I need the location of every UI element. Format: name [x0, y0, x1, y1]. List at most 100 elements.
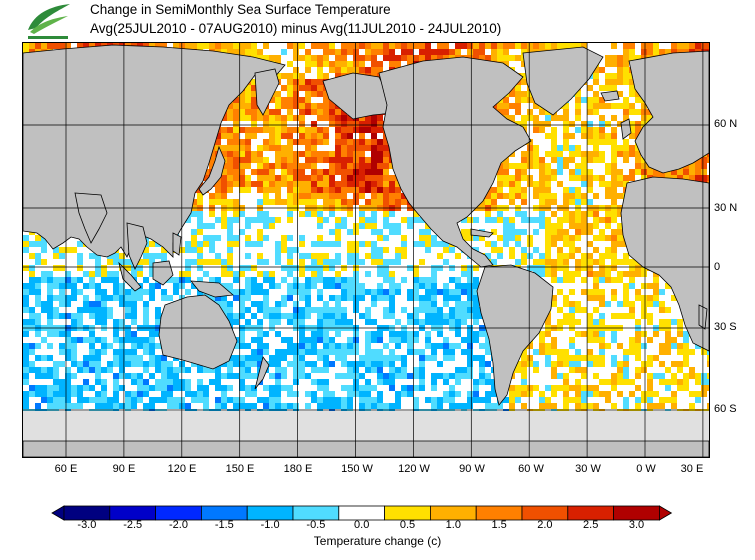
anomaly-cell: [257, 175, 263, 181]
anomaly-cell: [587, 295, 593, 301]
anomaly-cell: [581, 397, 587, 403]
anomaly-cell: [359, 355, 365, 361]
anomaly-cell: [605, 193, 611, 199]
anomaly-cell: [299, 79, 305, 85]
anomaly-cell: [437, 253, 443, 259]
anomaly-cell: [263, 277, 269, 283]
anomaly-cell: [263, 223, 269, 229]
anomaly-cell: [431, 403, 437, 409]
anomaly-cell: [35, 235, 41, 241]
anomaly-cell: [581, 181, 587, 187]
anomaly-cell: [383, 373, 389, 379]
anomaly-cell: [515, 103, 521, 109]
anomaly-cell: [131, 289, 137, 295]
anomaly-cell: [341, 121, 347, 127]
anomaly-cell: [563, 127, 569, 133]
anomaly-cell: [545, 271, 551, 277]
anomaly-cell: [245, 43, 251, 49]
anomaly-cell: [23, 247, 29, 253]
anomaly-cell: [587, 349, 593, 355]
anomaly-cell: [317, 271, 323, 277]
anomaly-cell: [311, 169, 317, 175]
anomaly-cell: [461, 403, 467, 409]
anomaly-cell: [299, 313, 305, 319]
anomaly-cell: [287, 349, 293, 355]
anomaly-cell: [107, 271, 113, 277]
anomaly-cell: [107, 253, 113, 259]
anomaly-cell: [71, 277, 77, 283]
anomaly-cell: [341, 223, 347, 229]
anomaly-cell: [701, 385, 707, 391]
anomaly-cell: [293, 103, 299, 109]
anomaly-cell: [311, 157, 317, 163]
anomaly-cell: [707, 175, 709, 181]
anomaly-cell: [683, 385, 689, 391]
anomaly-cell: [263, 163, 269, 169]
anomaly-cell: [227, 313, 233, 319]
anomaly-cell: [437, 403, 443, 409]
anomaly-cell: [233, 157, 239, 163]
anomaly-cell: [251, 127, 257, 133]
anomaly-cell: [521, 385, 527, 391]
anomaly-cell: [647, 397, 653, 403]
anomaly-cell: [269, 319, 275, 325]
anomaly-cell: [257, 145, 263, 151]
anomaly-cell: [389, 289, 395, 295]
anomaly-cell: [587, 223, 593, 229]
anomaly-cell: [275, 253, 281, 259]
anomaly-cell: [371, 157, 377, 163]
anomaly-cell: [563, 121, 569, 127]
anomaly-cell: [473, 49, 479, 55]
anomaly-cell: [623, 151, 629, 157]
anomaly-cell: [83, 337, 89, 343]
anomaly-cell: [401, 331, 407, 337]
anomaly-cell: [521, 187, 527, 193]
anomaly-cell: [515, 43, 521, 49]
anomaly-cell: [281, 403, 287, 409]
anomaly-cell: [137, 343, 143, 349]
anomaly-cell: [521, 121, 527, 127]
anomaly-cell: [623, 97, 629, 103]
anomaly-cell: [275, 307, 281, 313]
anomaly-cell: [431, 307, 437, 313]
anomaly-cell: [695, 343, 701, 349]
anomaly-cell: [227, 49, 233, 55]
anomaly-cell: [53, 43, 59, 49]
anomaly-cell: [395, 247, 401, 253]
anomaly-cell: [551, 301, 557, 307]
anomaly-cell: [227, 157, 233, 163]
anomaly-cell: [365, 127, 371, 133]
anomaly-cell: [287, 259, 293, 265]
anomaly-cell: [287, 103, 293, 109]
anomaly-cell: [563, 145, 569, 151]
anomaly-cell: [137, 373, 143, 379]
anomaly-cell: [431, 271, 437, 277]
anomaly-cell: [515, 85, 521, 91]
anomaly-cell: [617, 313, 623, 319]
anomaly-cell: [497, 169, 503, 175]
anomaly-cell: [473, 385, 479, 391]
anomaly-cell: [263, 181, 269, 187]
anomaly-cell: [65, 337, 71, 343]
anomaly-cell: [425, 313, 431, 319]
anomaly-cell: [431, 343, 437, 349]
anomaly-cell: [551, 223, 557, 229]
anomaly-cell: [191, 235, 197, 241]
anomaly-cell: [77, 385, 83, 391]
anomaly-cell: [359, 385, 365, 391]
anomaly-cell: [329, 187, 335, 193]
anomaly-cell: [323, 103, 329, 109]
anomaly-cell: [587, 187, 593, 193]
anomaly-cell: [515, 229, 521, 235]
anomaly-cell: [569, 367, 575, 373]
anomaly-cell: [317, 265, 323, 271]
anomaly-cell: [107, 277, 113, 283]
anomaly-cell: [509, 193, 515, 199]
anomaly-cell: [305, 373, 311, 379]
anomaly-cell: [335, 121, 341, 127]
anomaly-cell: [611, 73, 617, 79]
anomaly-cell: [617, 373, 623, 379]
anomaly-cell: [119, 337, 125, 343]
anomaly-cell: [359, 403, 365, 409]
anomaly-cell: [617, 151, 623, 157]
